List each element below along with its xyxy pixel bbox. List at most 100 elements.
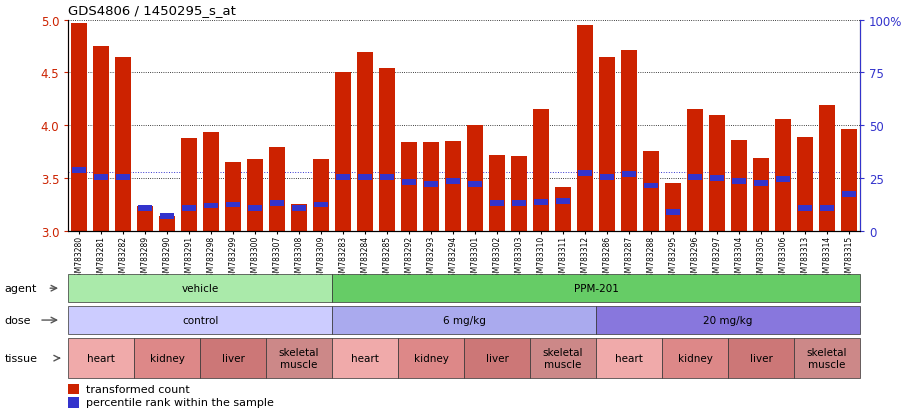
Bar bbox=[247, 160, 263, 231]
Bar bbox=[270, 201, 284, 207]
Bar bbox=[357, 53, 373, 231]
Text: 20 mg/kg: 20 mg/kg bbox=[703, 315, 753, 325]
Bar bbox=[467, 126, 483, 231]
Bar bbox=[95, 175, 108, 180]
Bar bbox=[423, 143, 440, 231]
Bar bbox=[314, 202, 329, 208]
Bar bbox=[291, 205, 308, 231]
Bar bbox=[688, 175, 702, 180]
Text: skeletal
muscle: skeletal muscle bbox=[542, 347, 583, 369]
Bar bbox=[666, 209, 680, 215]
Bar bbox=[138, 205, 152, 211]
Text: liver: liver bbox=[486, 353, 509, 363]
Bar bbox=[68, 384, 79, 394]
Bar bbox=[181, 139, 197, 231]
Bar bbox=[269, 148, 286, 231]
FancyBboxPatch shape bbox=[267, 338, 332, 378]
Bar bbox=[512, 201, 526, 207]
Text: heart: heart bbox=[351, 353, 379, 363]
Bar bbox=[489, 155, 505, 231]
Bar bbox=[709, 116, 725, 231]
Bar bbox=[622, 171, 636, 177]
Bar bbox=[776, 177, 790, 183]
Text: dose: dose bbox=[5, 315, 31, 325]
Bar bbox=[72, 167, 86, 173]
Bar bbox=[556, 199, 570, 205]
Bar bbox=[774, 120, 791, 231]
Bar bbox=[182, 205, 197, 211]
Bar bbox=[555, 187, 571, 231]
Bar bbox=[731, 141, 747, 231]
Bar bbox=[71, 24, 87, 231]
FancyBboxPatch shape bbox=[332, 338, 399, 378]
FancyBboxPatch shape bbox=[728, 338, 794, 378]
Bar bbox=[534, 200, 548, 206]
FancyBboxPatch shape bbox=[135, 338, 200, 378]
FancyBboxPatch shape bbox=[596, 338, 662, 378]
Bar bbox=[137, 206, 154, 231]
FancyBboxPatch shape bbox=[399, 338, 464, 378]
Text: transformed count: transformed count bbox=[86, 384, 190, 394]
Bar bbox=[93, 47, 109, 231]
Bar bbox=[446, 179, 460, 185]
Bar bbox=[225, 163, 241, 231]
Text: skeletal
muscle: skeletal muscle bbox=[278, 347, 319, 369]
Bar bbox=[379, 69, 395, 231]
Text: liver: liver bbox=[222, 353, 245, 363]
Bar bbox=[644, 183, 658, 189]
Bar bbox=[642, 151, 659, 231]
Bar bbox=[841, 130, 857, 231]
Text: vehicle: vehicle bbox=[182, 283, 218, 294]
Bar bbox=[533, 110, 550, 231]
Bar bbox=[732, 179, 746, 185]
Bar bbox=[204, 203, 218, 209]
FancyBboxPatch shape bbox=[332, 306, 596, 335]
Bar bbox=[203, 132, 219, 231]
Bar bbox=[577, 26, 593, 231]
Bar bbox=[754, 181, 768, 187]
FancyBboxPatch shape bbox=[530, 338, 596, 378]
Bar bbox=[842, 192, 856, 197]
Text: GDS4806 / 1450295_s_at: GDS4806 / 1450295_s_at bbox=[68, 4, 236, 17]
Bar bbox=[511, 157, 527, 231]
FancyBboxPatch shape bbox=[68, 306, 332, 335]
Bar bbox=[159, 216, 176, 231]
FancyBboxPatch shape bbox=[662, 338, 728, 378]
FancyBboxPatch shape bbox=[200, 338, 267, 378]
Text: kidney: kidney bbox=[150, 353, 185, 363]
Bar bbox=[600, 175, 614, 180]
Bar bbox=[665, 184, 682, 231]
Bar bbox=[621, 51, 637, 231]
FancyBboxPatch shape bbox=[332, 274, 860, 303]
Bar bbox=[359, 175, 372, 180]
Text: heart: heart bbox=[615, 353, 643, 363]
Bar bbox=[819, 106, 835, 231]
Text: liver: liver bbox=[750, 353, 773, 363]
Bar bbox=[380, 175, 394, 180]
Bar bbox=[336, 175, 350, 180]
FancyBboxPatch shape bbox=[68, 338, 135, 378]
Bar bbox=[160, 214, 174, 219]
Text: tissue: tissue bbox=[5, 353, 37, 363]
Text: kidney: kidney bbox=[414, 353, 449, 363]
Text: heart: heart bbox=[87, 353, 116, 363]
Bar bbox=[753, 159, 769, 231]
Text: PPM-201: PPM-201 bbox=[573, 283, 619, 294]
Bar bbox=[445, 142, 461, 231]
Text: 6 mg/kg: 6 mg/kg bbox=[442, 315, 486, 325]
Bar bbox=[116, 175, 130, 180]
FancyBboxPatch shape bbox=[596, 306, 860, 335]
Bar bbox=[797, 138, 814, 231]
Bar bbox=[468, 182, 482, 188]
Bar bbox=[798, 205, 812, 211]
Bar bbox=[313, 160, 329, 231]
Bar bbox=[578, 171, 592, 176]
Text: skeletal
muscle: skeletal muscle bbox=[806, 347, 847, 369]
Bar bbox=[820, 205, 834, 211]
FancyBboxPatch shape bbox=[68, 274, 332, 303]
Text: agent: agent bbox=[5, 283, 37, 294]
Text: kidney: kidney bbox=[678, 353, 713, 363]
Text: percentile rank within the sample: percentile rank within the sample bbox=[86, 397, 274, 407]
Bar bbox=[490, 201, 504, 207]
Bar bbox=[227, 202, 240, 208]
